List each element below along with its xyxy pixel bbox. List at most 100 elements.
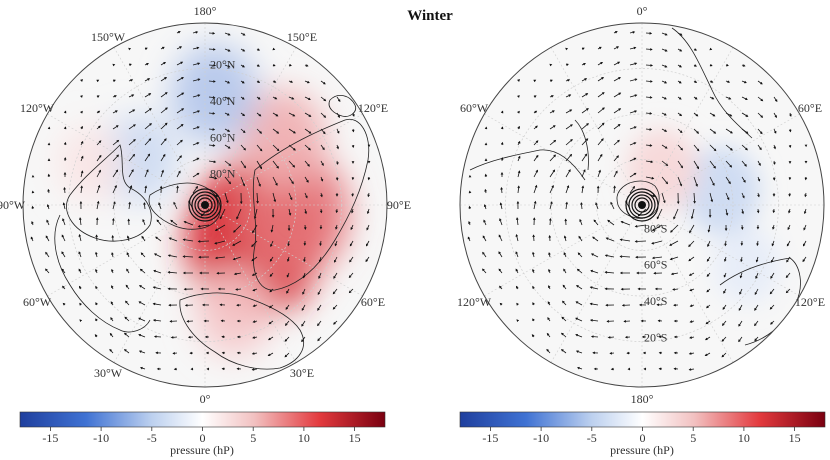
pressure-anomaly-3 [171, 44, 259, 145]
wind-arrowhead-51 [197, 94, 201, 97]
wind-arrowhead-217 [607, 219, 610, 223]
wind-arrowhead-199 [673, 216, 676, 220]
wind-arrow-273 [45, 268, 50, 274]
wind-arrowhead-245 [270, 244, 273, 248]
wind-arrowhead-161 [772, 177, 776, 181]
wind-arrowhead-57 [291, 97, 295, 100]
wind-arrow-76 [304, 112, 311, 117]
wind-arrow-171 [581, 186, 584, 194]
wind-arrow-292 [785, 272, 791, 278]
wind-arrowhead-34 [618, 77, 621, 80]
wind-arrowhead-324 [252, 304, 256, 307]
wind-arrow-48 [581, 93, 588, 98]
wind-arrowhead-105 [133, 139, 136, 142]
wind-arrowhead-263 [214, 256, 218, 260]
wind-arrowhead-89 [196, 126, 200, 129]
wind-arrowhead-6 [144, 47, 148, 50]
wind-arrow-96 [741, 128, 749, 134]
wind-arrow-344 [301, 320, 306, 327]
wind-arrowhead-333 [561, 316, 565, 320]
wind-arrow-259 [591, 253, 599, 258]
wind-arrow-360 [301, 336, 306, 342]
north-coastlines [54, 95, 370, 370]
wind-arrow-60 [336, 96, 341, 102]
figure-title: Winter [407, 8, 453, 24]
colorbar-tick-label-3: 0 [200, 431, 206, 445]
wind-arrow-200 [691, 208, 695, 219]
wind-arrowhead-344 [738, 323, 741, 327]
wind-arrow-242 [651, 240, 663, 244]
wind-arrowhead-341 [689, 320, 693, 323]
wind-arrowhead-366 [609, 351, 613, 355]
wind-arrowhead-337 [186, 319, 190, 323]
wind-arrow-343 [722, 320, 727, 326]
wind-arrow-310 [332, 288, 338, 294]
wind-arrow-191 [549, 201, 553, 210]
wind-arrowhead-284 [216, 271, 220, 275]
wind-arrowhead-255 [95, 251, 98, 255]
wind-arrow-271 [349, 256, 354, 263]
wind-arrowhead-141 [804, 160, 808, 164]
wind-arrowhead-232 [61, 234, 65, 238]
wind-arrowhead-191 [113, 201, 116, 205]
wind-arrowhead-293 [62, 285, 65, 289]
wind-arrow-180 [288, 192, 293, 200]
wind-arrowhead-295 [95, 285, 98, 289]
longitude-label-0: 0° [637, 4, 648, 18]
wind-arrowhead-349 [560, 332, 564, 336]
wind-arrow-104 [549, 140, 556, 146]
south-colorbar-label: pressure (hP) [610, 443, 674, 457]
wind-arrowhead-91 [664, 129, 668, 132]
wind-arrowhead-339 [220, 319, 224, 323]
wind-arrow-66 [144, 108, 152, 114]
wind-arrowhead-218 [183, 221, 187, 224]
wind-arrowhead-250 [786, 243, 790, 247]
wind-arrow-58 [741, 96, 748, 100]
wind-arrowhead-150 [161, 169, 164, 173]
wind-arrowhead-63 [534, 110, 538, 114]
wind-arrowhead-159 [306, 180, 309, 183]
wind-arrowhead-158 [728, 181, 731, 185]
wind-arrowhead-61 [500, 110, 504, 114]
wind-arrowhead-278 [126, 268, 129, 272]
wind-arrowhead-219 [634, 224, 638, 228]
wind-arrow-221 [670, 224, 679, 233]
wind-arrowhead-162 [788, 177, 792, 181]
wind-arrow-113 [256, 144, 263, 151]
wind-arrowhead-248 [756, 243, 759, 247]
longitude-label-7: 30°W [94, 366, 123, 380]
wind-arrowhead-9 [633, 46, 637, 50]
wind-arrowhead-295 [532, 285, 535, 289]
latitude-label-1: 40°N [210, 94, 236, 108]
wind-arrowhead-329 [769, 306, 773, 310]
wind-arrowhead-299 [152, 286, 156, 289]
wind-arrowhead-259 [153, 253, 157, 256]
wind-arrowhead-364 [138, 350, 142, 353]
wind-arrow-317 [576, 301, 583, 306]
wind-arrowhead-41 [727, 80, 731, 83]
wind-arrowhead-200 [253, 216, 257, 220]
wind-arrowhead-42 [307, 80, 310, 84]
wind-arrow-70 [645, 112, 652, 114]
colorbar-tick-label-4: 5 [250, 431, 256, 445]
wind-arrowhead-63 [97, 110, 101, 114]
wind-arrowhead-80 [484, 126, 488, 130]
latitude-label-1: 60°S [644, 258, 667, 272]
longitude-label-3: 180° [631, 392, 654, 406]
wind-arrow-103 [533, 140, 539, 146]
wind-arrowhead-311 [785, 290, 789, 294]
wind-arrow-87 [160, 123, 168, 130]
wind-arrowhead-173 [613, 185, 616, 189]
wind-arrowhead-9 [196, 46, 200, 50]
wind-arrow-90 [208, 128, 215, 130]
wind-arrow-132 [224, 160, 231, 166]
wind-arrowhead-60 [774, 99, 778, 102]
wind-arrowhead-79 [352, 114, 355, 117]
wind-arrow-21 [208, 64, 216, 66]
wind-arrowhead-380 [236, 367, 240, 371]
wind-arrowhead-303 [217, 287, 221, 291]
wind-arrowhead-58 [308, 97, 311, 100]
wind-arrowhead-315 [547, 301, 551, 305]
wind-arrowhead-96 [745, 131, 749, 134]
wind-arrowhead-211 [78, 217, 82, 221]
